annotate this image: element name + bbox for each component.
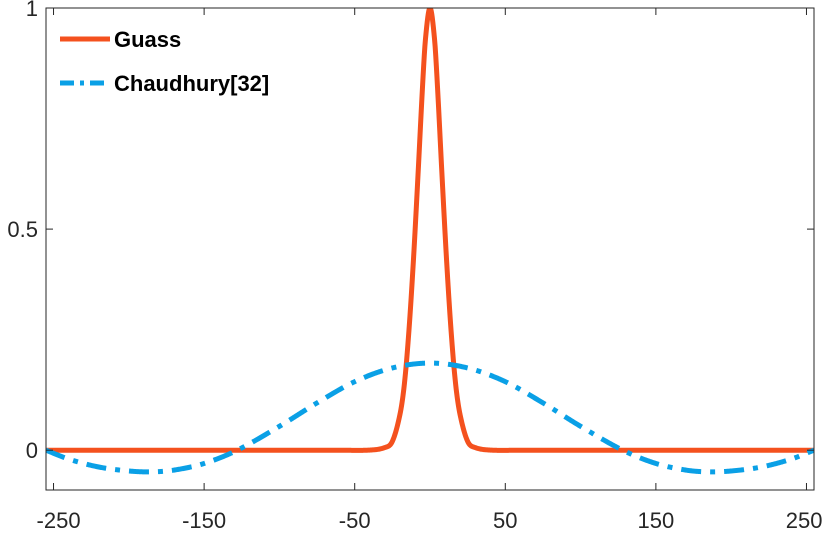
x-tick-label: 50 <box>493 508 517 533</box>
legend: Guass Chaudhury[32] <box>60 27 269 96</box>
legend-item-guass: Guass <box>60 27 181 52</box>
series-line-guass <box>46 8 814 453</box>
x-tick-label: 250 <box>786 508 823 533</box>
x-tick-label: 150 <box>638 508 675 533</box>
legend-label: Chaudhury[32] <box>114 71 269 96</box>
x-tick-label: -50 <box>339 508 371 533</box>
y-tick-label: 0.5 <box>7 217 38 242</box>
x-tick-label: -150 <box>182 508 226 533</box>
plot-area <box>46 8 814 490</box>
legend-label: Guass <box>114 27 181 52</box>
series-line-chaudhury <box>46 360 814 475</box>
legend-item-chaudhury: Chaudhury[32] <box>60 71 269 96</box>
y-tick-label: 0 <box>26 438 38 463</box>
axes-layer: -250 -150 -50 50 150 250 0 0.5 1 <box>7 0 822 533</box>
series-layer <box>46 8 814 475</box>
axes-box <box>45 7 815 491</box>
y-tick-label: 1 <box>26 0 38 21</box>
x-tick-label: -250 <box>37 508 81 533</box>
